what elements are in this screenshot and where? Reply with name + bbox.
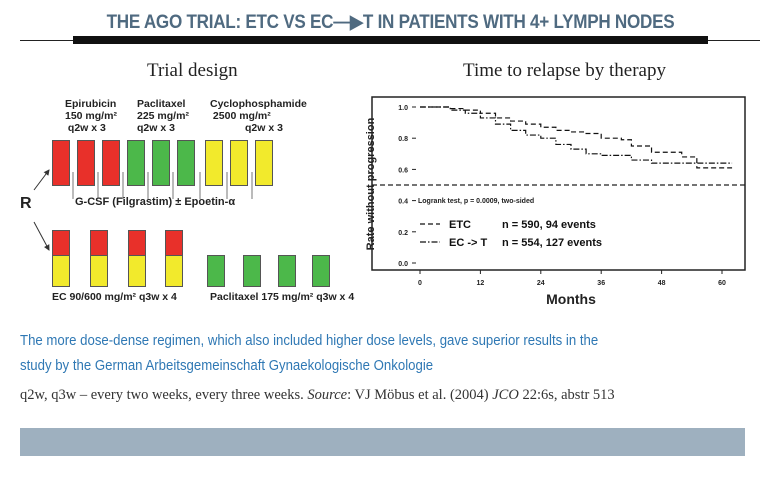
caption-line-2: study by the German Arbeitsgemeinschaft … — [20, 357, 434, 374]
y-tick-label: 0.4 — [398, 199, 408, 206]
paclitaxel-cycle — [127, 140, 145, 186]
arrow-arm1-icon — [33, 169, 50, 191]
paclitaxel-q3w-cycle — [312, 255, 330, 287]
arrows — [33, 169, 253, 251]
y-tick-label: 0.6 — [398, 167, 408, 174]
ec-cycle-c — [90, 255, 108, 287]
x-tick-label: 12 — [477, 280, 485, 287]
x-axis-label: Months — [546, 291, 596, 307]
cyclophosphamide-cycle — [230, 140, 248, 186]
series-line-ec-t — [420, 106, 733, 164]
epirubicin-cycle — [52, 140, 70, 186]
chart-subtitle: Time to relapse by therapy — [463, 60, 666, 81]
y-tick-label: 0.8 — [398, 136, 408, 143]
paclitaxel-q3w-cycle — [278, 255, 296, 287]
trial-design-subtitle: Trial design — [147, 60, 238, 81]
legend-name: ETC — [449, 219, 471, 231]
legend-name: EC -> T — [449, 237, 487, 249]
caption-line-1: The more dose-dense regimen, which also … — [20, 332, 599, 349]
x-tick-label: 24 — [537, 280, 545, 287]
arrow-arm2-icon — [33, 221, 50, 251]
ec-cycle-c — [165, 255, 183, 287]
gcsf-label: G-CSF (Filgrastim) ± Epoetin-α — [75, 196, 236, 208]
footer-bar — [20, 428, 745, 456]
drug-label-cyclophosphamide: Cyclophosphamide 2500 mg/m² q2w x 3 — [210, 98, 307, 134]
drug-label-paclitaxel: Paclitaxel 225 mg/m² q2w x 3 — [137, 98, 189, 134]
paclitaxel-arm-label: Paclitaxel 175 mg/m² q3w x 4 — [210, 291, 355, 303]
x-tick-label: 36 — [597, 280, 605, 287]
logrank-annotation: Logrank test, p = 0.0009, two-sided — [418, 198, 534, 205]
legend-count: n = 590, 94 events — [502, 219, 596, 231]
y-tick-label: 0.2 — [398, 230, 408, 237]
ec-cycle-c — [52, 255, 70, 287]
paclitaxel-q3w-cycle — [243, 255, 261, 287]
y-tick-label: 1.0 — [398, 105, 408, 112]
epirubicin-cycle — [102, 140, 120, 186]
paclitaxel-cycle — [177, 140, 195, 186]
legend-count: n = 554, 127 events — [502, 237, 602, 249]
randomization-label: R — [20, 195, 32, 212]
y-axis-label: Rate without progression — [365, 117, 377, 250]
ec-cycle-c — [128, 255, 146, 287]
plot-frame — [371, 96, 746, 271]
x-tick-label: 48 — [658, 280, 666, 287]
x-tick-label: 0 — [418, 280, 422, 287]
epirubicin-cycle — [77, 140, 95, 186]
y-tick-label: 0.0 — [398, 261, 408, 268]
x-tick-label: 60 — [718, 280, 726, 287]
paclitaxel-cycle — [152, 140, 170, 186]
series-line-etc — [420, 106, 733, 169]
drug-label-epirubicin: Epirubicin 150 mg/m² q2w x 3 — [65, 98, 117, 134]
page-title: THE AGO TRIAL: ETC VS EC—▶T IN PATIENTS … — [106, 12, 675, 33]
header-bar — [73, 36, 708, 44]
paclitaxel-q3w-cycle — [207, 255, 225, 287]
cyclophosphamide-cycle — [205, 140, 223, 186]
relapse-chart: 0.0 0.2 0.4 0.6 0.8 1.0 0 12 24 36 48 60 Months Rate … — [365, 96, 746, 307]
source-note: q2w, q3w – every two weeks, every three … — [20, 387, 615, 403]
ec-arm-label: EC 90/600 mg/m² q3w x 4 — [52, 291, 177, 303]
cyclophosphamide-cycle — [255, 140, 273, 186]
